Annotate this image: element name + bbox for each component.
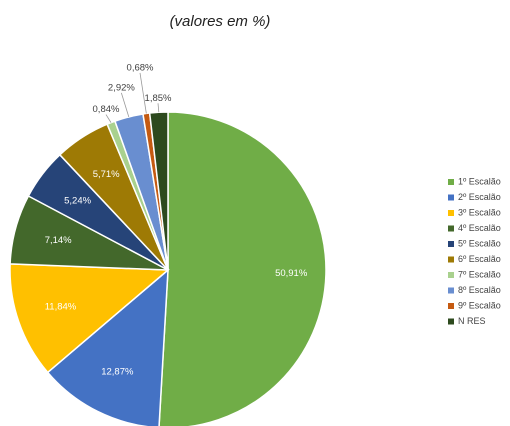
legend-label: 6º Escalão — [458, 254, 501, 264]
legend-swatch — [448, 210, 454, 216]
data-label: 2,92% — [108, 82, 135, 93]
pie-slice — [9, 263, 170, 374]
legend-swatch — [448, 194, 454, 201]
pie-slice — [158, 111, 327, 426]
legend-swatch — [448, 303, 454, 309]
data-label: 11,84% — [45, 302, 77, 313]
legend-label: N RES — [458, 316, 486, 326]
leader-line — [105, 114, 112, 123]
legend-swatch — [448, 241, 454, 247]
data-label: 7,14% — [45, 235, 72, 246]
chart-title: (valores em %) — [170, 13, 271, 30]
leader-line — [157, 103, 160, 113]
data-label: 5,71% — [93, 169, 120, 180]
pie-slice — [46, 268, 169, 426]
legend-swatch — [448, 318, 454, 325]
legend-swatch — [448, 287, 454, 294]
legend-label: 5º Escalão — [458, 238, 501, 248]
legend-swatch — [448, 272, 454, 278]
legend-label: 8º Escalão — [458, 285, 501, 295]
legend-label: 9º Escalão — [458, 300, 501, 310]
legend-label: 4º Escalão — [458, 223, 501, 233]
data-label: 0,68% — [127, 62, 154, 73]
legend-swatch — [448, 179, 454, 185]
leader-line — [120, 92, 130, 118]
legend-label: 1º Escalão — [458, 176, 501, 186]
data-label: 12,87% — [101, 366, 134, 377]
legend-swatch — [448, 225, 454, 232]
data-label: 0,84% — [93, 104, 120, 115]
legend-swatch — [448, 256, 454, 263]
data-label: 50,91% — [275, 268, 308, 279]
legend-label: 2º Escalão — [458, 192, 501, 202]
data-label: 1,85% — [145, 93, 172, 104]
legend-label: 7º Escalão — [458, 269, 501, 279]
leader-line — [139, 72, 147, 114]
legend-label: 3º Escalão — [458, 207, 501, 217]
data-label: 5,24% — [64, 195, 91, 206]
